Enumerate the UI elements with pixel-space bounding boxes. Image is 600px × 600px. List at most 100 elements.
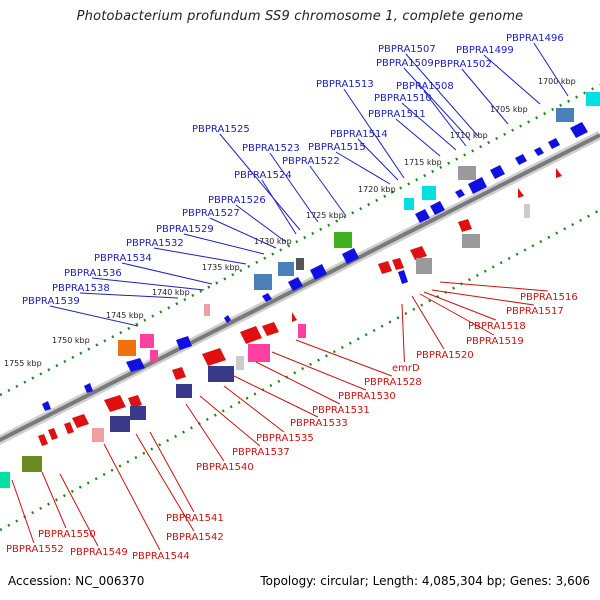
reverse-gene-label[interactable]: PBPRA1531 [312, 405, 370, 416]
forward-gene-label[interactable]: PBPRA1496 [506, 33, 564, 44]
gene-arrow[interactable] [342, 248, 359, 264]
gene-arrow[interactable] [415, 209, 430, 223]
gene-arrow[interactable] [458, 219, 472, 232]
reverse-gene-label[interactable]: PBPRA1516 [520, 292, 578, 303]
forward-gene-label[interactable]: PBPRA1510 [374, 93, 432, 104]
feature-block[interactable] [150, 350, 158, 362]
reverse-gene-label[interactable]: PBPRA1533 [290, 418, 348, 429]
forward-gene-label[interactable]: PBPRA1529 [156, 224, 214, 235]
feature-block[interactable] [278, 262, 294, 276]
feature-block[interactable] [462, 234, 480, 248]
gene-arrow[interactable] [104, 395, 126, 412]
forward-gene-label[interactable]: PBPRA1524 [234, 170, 292, 181]
forward-gene-label[interactable]: PBPRA1526 [208, 195, 266, 206]
feature-block[interactable] [556, 108, 574, 122]
forward-gene-label[interactable]: PBPRA1523 [242, 143, 300, 154]
reverse-gene-label[interactable]: PBPRA1549 [70, 547, 128, 558]
feature-block[interactable] [236, 356, 244, 370]
forward-gene-label[interactable]: PBPRA1536 [64, 268, 122, 279]
gene-arrow[interactable] [556, 168, 562, 178]
gene-arrow[interactable] [455, 189, 465, 198]
feature-block[interactable] [524, 204, 530, 218]
reverse-gene-label[interactable]: PBPRA1552 [6, 544, 64, 555]
gene-arrow[interactable] [262, 322, 279, 336]
feature-block[interactable] [176, 384, 192, 398]
feature-block[interactable] [416, 258, 432, 274]
feature-block[interactable] [140, 334, 154, 348]
gene-arrow[interactable] [42, 401, 51, 411]
forward-gene-label[interactable]: PBPRA1509 [376, 58, 434, 69]
reverse-gene-label[interactable]: PBPRA1544 [132, 551, 190, 562]
reverse-gene-label[interactable]: PBPRA1530 [338, 391, 396, 402]
forward-gene-label[interactable]: PBPRA1508 [396, 81, 454, 92]
reverse-gene-label[interactable]: PBPRA1541 [166, 513, 224, 524]
gene-arrow[interactable] [430, 201, 445, 215]
forward-gene-label[interactable]: PBPRA1502 [434, 59, 492, 70]
forward-gene-label[interactable]: PBPRA1538 [52, 283, 110, 294]
gene-arrow[interactable] [240, 326, 262, 344]
reverse-gene-label[interactable]: PBPRA1542 [166, 532, 224, 543]
reverse-gene-label[interactable]: PBPRA1517 [506, 306, 564, 317]
feature-block[interactable] [298, 324, 306, 338]
forward-gene-label[interactable]: PBPRA1522 [282, 156, 340, 167]
feature-block[interactable] [204, 304, 210, 316]
reverse-gene-label[interactable]: PBPRA1550 [38, 529, 96, 540]
reverse-gene-label[interactable]: PBPRA1520 [416, 350, 474, 361]
gene-arrow[interactable] [176, 336, 192, 350]
gene-arrow[interactable] [64, 422, 74, 434]
gene-arrow[interactable] [468, 177, 487, 194]
gene-arrow[interactable] [310, 264, 327, 280]
gene-arrow[interactable] [128, 395, 142, 408]
forward-gene-label[interactable]: PBPRA1532 [126, 238, 184, 249]
forward-gene-label[interactable]: PBPRA1539 [22, 296, 80, 307]
gene-arrow[interactable] [288, 277, 303, 291]
feature-block[interactable] [458, 166, 476, 180]
feature-block[interactable] [0, 472, 10, 488]
gene-arrow[interactable] [398, 270, 408, 284]
gene-arrow[interactable] [518, 188, 524, 198]
reverse-gene-label[interactable]: PBPRA1537 [232, 447, 290, 458]
feature-block[interactable] [334, 232, 352, 248]
reverse-gene-label[interactable]: PBPRA1518 [468, 321, 526, 332]
gene-arrow[interactable] [515, 154, 527, 165]
gene-arrow[interactable] [490, 165, 505, 179]
reverse-gene-label[interactable]: PBPRA1540 [196, 462, 254, 473]
feature-block[interactable] [254, 274, 272, 290]
gene-arrow[interactable] [534, 147, 544, 156]
feature-block[interactable] [248, 344, 270, 362]
gene-arrow[interactable] [292, 312, 297, 322]
gene-arrow[interactable] [570, 122, 588, 138]
forward-gene-label[interactable]: PBPRA1514 [330, 129, 388, 140]
gene-arrow[interactable] [126, 358, 145, 372]
gene-arrow[interactable] [410, 246, 427, 260]
feature-block[interactable] [586, 92, 600, 106]
gene-arrow[interactable] [378, 261, 392, 274]
gene-arrow[interactable] [392, 258, 404, 270]
feature-block[interactable] [296, 258, 304, 270]
feature-block[interactable] [110, 416, 130, 432]
feature-block[interactable] [130, 406, 146, 420]
feature-block[interactable] [22, 456, 42, 472]
feature-block[interactable] [404, 198, 414, 210]
gene-arrow[interactable] [48, 428, 58, 440]
feature-block[interactable] [118, 340, 136, 356]
forward-gene-label[interactable]: PBPRA1525 [192, 124, 250, 135]
gene-arrow[interactable] [84, 383, 93, 393]
forward-gene-label[interactable]: PBPRA1527 [182, 208, 240, 219]
forward-gene-label[interactable]: PBPRA1499 [456, 45, 514, 56]
reverse-gene-label[interactable]: PBPRA1535 [256, 433, 314, 444]
reverse-gene-label[interactable]: PBPRA1528 [364, 377, 422, 388]
gene-arrow[interactable] [38, 434, 48, 446]
feature-block[interactable] [422, 186, 436, 200]
feature-block[interactable] [92, 428, 104, 442]
reverse-gene-label[interactable]: emrD [392, 363, 420, 374]
gene-arrow[interactable] [172, 367, 186, 380]
gene-arrow[interactable] [262, 293, 272, 302]
forward-gene-label[interactable]: PBPRA1507 [378, 44, 436, 55]
gene-arrow[interactable] [224, 315, 231, 323]
reverse-gene-label[interactable]: PBPRA1519 [466, 336, 524, 347]
gene-arrow[interactable] [548, 138, 560, 149]
feature-block[interactable] [208, 366, 234, 382]
gene-arrow[interactable] [202, 348, 226, 366]
gene-arrow[interactable] [72, 414, 89, 428]
